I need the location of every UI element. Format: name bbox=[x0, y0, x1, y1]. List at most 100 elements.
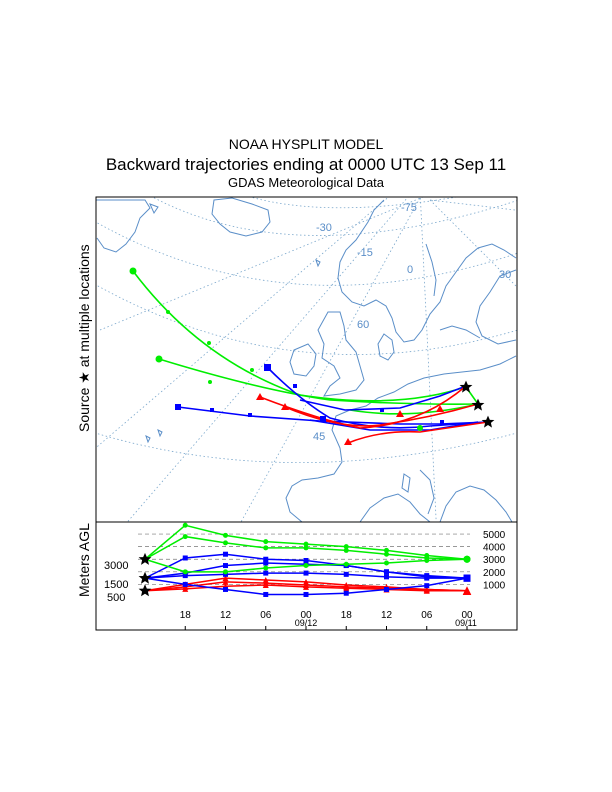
height-point bbox=[182, 573, 188, 579]
height-point bbox=[303, 541, 309, 547]
height-tick-label: 4000 bbox=[483, 543, 506, 554]
height-point bbox=[263, 570, 269, 576]
source-star-icon bbox=[471, 398, 485, 411]
height-series-group bbox=[144, 522, 471, 563]
height-point bbox=[223, 563, 228, 569]
model-title: NOAA HYSPLIT MODEL bbox=[228, 136, 384, 152]
height-point bbox=[303, 578, 309, 585]
height-point bbox=[343, 544, 349, 550]
height-point bbox=[263, 591, 269, 597]
height-point bbox=[263, 539, 269, 545]
height-tick-label: 1000 bbox=[483, 580, 506, 591]
source-star-icon bbox=[459, 380, 473, 393]
trajectory-marker bbox=[344, 438, 352, 445]
date-label: 09/11 bbox=[455, 618, 477, 628]
trajectory-marker bbox=[175, 404, 181, 410]
height-point bbox=[223, 551, 228, 557]
source-star-icon bbox=[481, 415, 495, 428]
height-point bbox=[182, 555, 188, 561]
height-point bbox=[463, 574, 471, 582]
height-point bbox=[424, 574, 430, 580]
trajectory-line bbox=[158, 358, 481, 405]
height-point bbox=[222, 575, 229, 582]
height-reference-lines bbox=[138, 533, 470, 585]
height-tick-label: 3000 bbox=[483, 555, 506, 566]
graticule-label: 60 bbox=[357, 319, 369, 331]
height-point bbox=[303, 558, 309, 563]
height-point bbox=[223, 571, 228, 577]
graticule-label: 0 bbox=[407, 264, 413, 276]
trajectory-marker bbox=[264, 364, 271, 371]
height-point bbox=[424, 552, 430, 558]
trajectory-marker bbox=[396, 410, 404, 417]
height-point bbox=[263, 545, 269, 551]
height-point bbox=[223, 532, 228, 538]
start-level-label: 500 bbox=[107, 592, 125, 604]
height-point bbox=[343, 561, 349, 567]
trajectory-marker bbox=[417, 425, 423, 431]
trajectory-marker bbox=[380, 408, 384, 412]
height-point bbox=[303, 570, 309, 576]
height-point bbox=[303, 563, 309, 569]
time-tick-label: 12 bbox=[220, 610, 232, 621]
height-point bbox=[343, 590, 349, 596]
graticule-label: 30 bbox=[499, 269, 511, 281]
height-point bbox=[263, 560, 269, 566]
height-point bbox=[423, 586, 430, 593]
height-point bbox=[223, 540, 228, 546]
time-tick-label: 18 bbox=[341, 610, 353, 621]
trajectory-marker bbox=[210, 408, 214, 412]
graticule-label: 45 bbox=[313, 431, 325, 443]
height-point bbox=[463, 555, 471, 563]
height-point bbox=[303, 545, 309, 551]
chart-subtitle: Backward trajectories ending at 0000 UTC… bbox=[105, 155, 507, 174]
height-point bbox=[384, 551, 389, 557]
height-point bbox=[223, 569, 228, 575]
map-markers bbox=[129, 267, 444, 445]
trajectory-line bbox=[267, 367, 489, 429]
time-tick-label: 00 bbox=[300, 610, 312, 621]
height-point bbox=[384, 547, 389, 553]
height-series bbox=[144, 522, 472, 597]
trajectory-line bbox=[259, 385, 467, 429]
trajectory-marker bbox=[129, 267, 137, 275]
map-area: -75 -30 -15 0 30 60 45 bbox=[96, 197, 517, 522]
height-point bbox=[343, 547, 349, 553]
graticule-label: -75 bbox=[401, 202, 417, 214]
height-point bbox=[182, 534, 188, 540]
height-point bbox=[182, 569, 188, 575]
height-point bbox=[262, 580, 269, 587]
trajectory-marker bbox=[250, 368, 254, 372]
start-level-label: 3000 bbox=[104, 560, 128, 572]
time-tick-label: 12 bbox=[381, 610, 393, 621]
trajectory-marker bbox=[166, 310, 170, 314]
trajectory-marker bbox=[248, 413, 252, 417]
trajectory-marker bbox=[207, 341, 211, 345]
height-point bbox=[303, 582, 309, 589]
map-trajectories bbox=[132, 270, 489, 444]
start-level-labels: 3000 1500 500 bbox=[104, 560, 128, 604]
height-point bbox=[424, 583, 430, 589]
trajectory-marker bbox=[436, 405, 444, 412]
trajectory-marker bbox=[440, 420, 444, 424]
height-point bbox=[182, 522, 188, 528]
time-tick-label: 00 bbox=[461, 610, 473, 621]
trajectory-line bbox=[299, 385, 467, 411]
data-source-label: GDAS Meteorological Data bbox=[227, 175, 385, 190]
height-point bbox=[384, 569, 389, 575]
date-label: 09/12 bbox=[295, 618, 318, 628]
start-level-label: 1500 bbox=[104, 579, 128, 591]
height-point bbox=[384, 586, 389, 592]
height-point bbox=[343, 582, 350, 589]
time-tick-label: 06 bbox=[421, 610, 433, 621]
graticule-labels: -75 -30 -15 0 30 60 45 bbox=[313, 202, 511, 443]
height-point bbox=[182, 581, 188, 587]
height-point bbox=[263, 565, 269, 571]
time-tick-label: 18 bbox=[180, 610, 192, 621]
trajectory-line bbox=[347, 421, 489, 444]
height-tick-label: 5000 bbox=[483, 530, 506, 541]
height-point bbox=[303, 591, 309, 597]
trajectory-line bbox=[177, 406, 489, 425]
